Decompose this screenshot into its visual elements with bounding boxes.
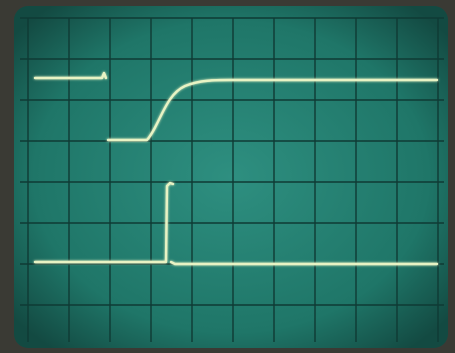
trace-upper-start [33, 71, 108, 80]
trace-upper-step [106, 78, 439, 142]
screen [14, 6, 448, 348]
traces [33, 71, 439, 266]
trace-lower-start [33, 181, 175, 264]
graticule [20, 17, 444, 342]
trace-lower-end [169, 260, 439, 266]
